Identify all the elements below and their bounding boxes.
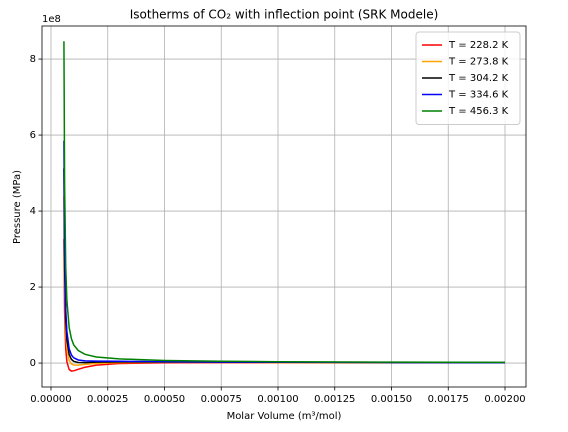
y-tick-label: 4 — [30, 206, 36, 217]
legend-label: T = 456.3 K — [448, 106, 509, 117]
y-tick-label: 6 — [30, 130, 36, 141]
y-tick-label: 8 — [30, 54, 36, 65]
x-tick-label: 0.00150 — [371, 394, 412, 405]
x-tick-label: 0.00000 — [30, 394, 71, 405]
series-line — [63, 196, 506, 366]
x-tick-label: 0.00075 — [201, 394, 242, 405]
legend-label: T = 334.6 K — [448, 90, 509, 101]
y-axis-label: Pressure (MPa) — [12, 170, 23, 244]
series-line — [63, 41, 506, 364]
y-offset-label: 1e8 — [42, 14, 61, 25]
legend-label: T = 273.8 K — [448, 57, 509, 68]
series-line — [63, 168, 506, 364]
x-tick-label: 0.00050 — [144, 394, 185, 405]
x-tick-label: 0.00125 — [314, 394, 355, 405]
y-tick-label: 0 — [30, 358, 36, 369]
x-tick-label: 0.00100 — [257, 394, 298, 405]
x-tick-label: 0.00025 — [87, 394, 128, 405]
plot-frame — [41, 25, 527, 388]
x-tick-label: 0.00175 — [428, 394, 469, 405]
legend-label: T = 228.2 K — [448, 40, 509, 51]
legend-box — [415, 31, 521, 125]
legend-label: T = 304.2 K — [448, 73, 509, 84]
x-axis-label: Molar Volume (m³/mol) — [227, 411, 342, 422]
series-line — [63, 239, 506, 372]
x-tick-label: 0.00200 — [484, 394, 525, 405]
y-tick-label: 2 — [30, 282, 36, 293]
series-line — [63, 140, 506, 364]
chart-title: Isotherms of CO₂ with inflection point (… — [130, 8, 439, 22]
